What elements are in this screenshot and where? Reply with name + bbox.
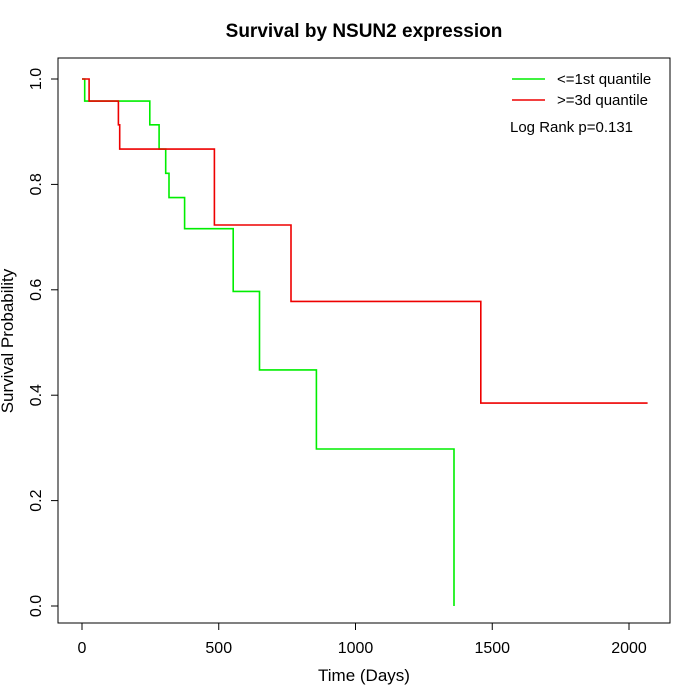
x-tick-label: 0 xyxy=(78,640,87,657)
x-tick-label: 2000 xyxy=(611,640,647,657)
legend-label-2: >=3d quantile xyxy=(557,92,648,109)
y-tick-label: 0.6 xyxy=(28,279,45,301)
y-tick-label: 0.2 xyxy=(28,489,45,511)
y-tick-label: 0.8 xyxy=(28,173,45,195)
x-tick-label: 500 xyxy=(205,640,232,657)
y-axis: 0.0 0.2 0.4 0.6 0.8 1.0 xyxy=(28,68,59,617)
x-tick-label: 1500 xyxy=(474,640,510,657)
log-rank-annotation: Log Rank p=0.131 xyxy=(510,119,633,136)
series-line-1 xyxy=(82,78,455,606)
series-line-2 xyxy=(82,78,648,404)
legend: <=1st quantile >=3d quantile xyxy=(512,71,651,109)
y-tick-label: 0.4 xyxy=(28,384,45,406)
survival-curves xyxy=(82,78,648,606)
y-tick-label: 1.0 xyxy=(28,68,45,90)
x-axis: 0 500 1000 1500 2000 xyxy=(78,622,647,657)
chart-title: Survival by NSUN2 expression xyxy=(226,21,503,42)
y-axis-label: Survival Probability xyxy=(0,268,17,413)
plot-frame xyxy=(57,57,671,624)
legend-label-1: <=1st quantile xyxy=(557,71,651,88)
x-tick-label: 1000 xyxy=(338,640,374,657)
y-tick-label: 0.0 xyxy=(28,595,45,617)
x-axis-label: Time (Days) xyxy=(318,666,410,685)
